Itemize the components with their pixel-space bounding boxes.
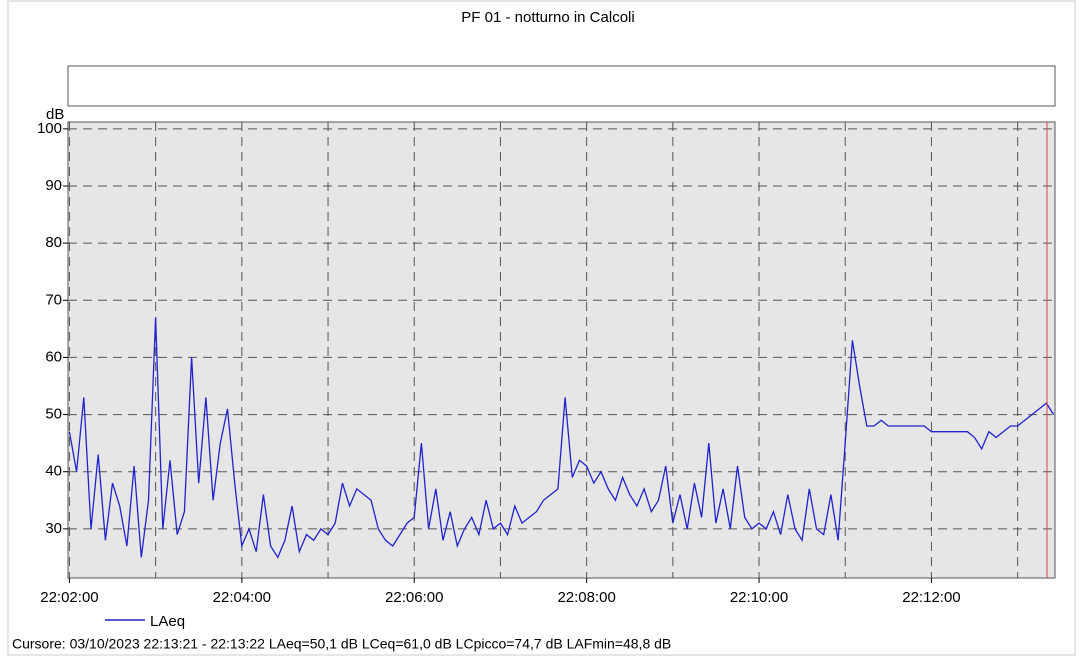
x-tick-label: 22:08:00: [557, 589, 615, 606]
x-tick-label: 22:04:00: [213, 589, 271, 606]
chart-title: PF 01 - notturno in Calcoli: [461, 9, 634, 26]
frame: [7, 0, 1076, 656]
y-tick-label: 80: [45, 234, 62, 251]
y-tick-label: 100: [37, 120, 62, 137]
header-box: [67, 65, 1056, 107]
x-tick-label: 22:10:00: [730, 589, 788, 606]
x-tick-label: 22:12:00: [902, 589, 960, 606]
plot-area: [67, 121, 1056, 579]
y-tick-label: 30: [45, 520, 62, 537]
x-tick-label: 22:02:00: [40, 589, 98, 606]
y-tick-label: 40: [45, 463, 62, 480]
y-tick-label: 60: [45, 348, 62, 365]
data-line: [68, 317, 1055, 559]
y-tick-label: 90: [45, 177, 62, 194]
legend-label: LAeq: [150, 613, 185, 630]
y-tick-label: 70: [45, 291, 62, 308]
footer: Cursore: 03/10/2023 22:13:21 - 22:13:22 …: [12, 636, 671, 652]
y-tick-label: 50: [45, 406, 62, 423]
x-tick-label: 22:06:00: [385, 589, 443, 606]
y-unit: dB: [46, 106, 64, 123]
